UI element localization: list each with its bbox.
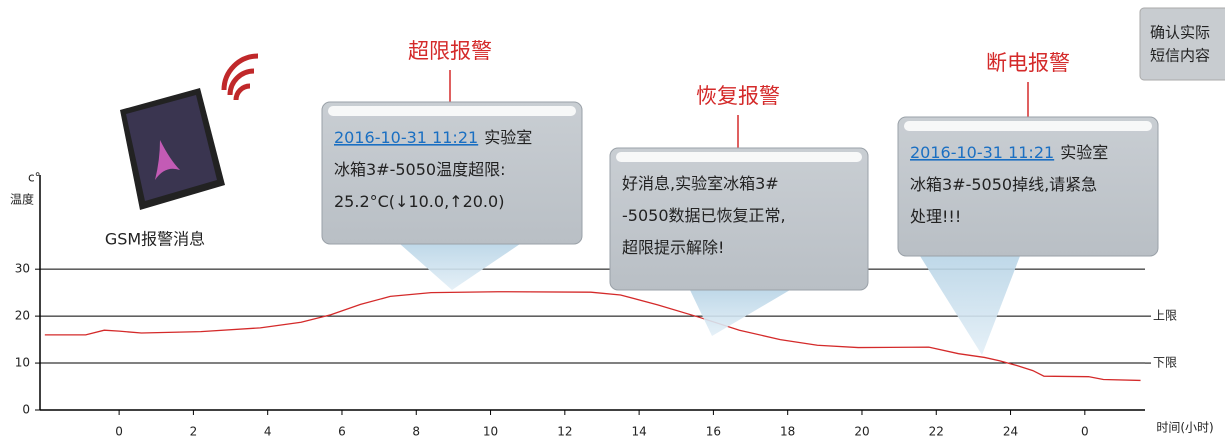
annotation-title: 恢复报警 [696, 84, 780, 108]
side-note: 确认实际 [1150, 24, 1210, 42]
annotation-line: 超限提示解除! [622, 238, 724, 257]
phone-label: GSM报警消息 [105, 230, 205, 249]
side-note-box [1140, 8, 1225, 80]
phone-icon [120, 56, 258, 210]
annotation-text: 好消息,实验室冰箱3# [622, 174, 779, 193]
annotation-text: 25.2°C(↓10.0,↑20.0) [334, 192, 504, 211]
annotation-line: 25.2°C(↓10.0,↑20.0) [334, 192, 504, 211]
annotation-line: 冰箱3#-5050温度超限: [334, 160, 505, 179]
callout-pointer [400, 244, 520, 290]
limit-label: 上限 [1153, 309, 1177, 323]
x-tick-label: 16 [706, 425, 721, 437]
y-unit: c° [28, 171, 41, 185]
annotation-line: 2016-10-31 11:21 实验室 [334, 128, 532, 147]
y-tick-label: 10 [15, 356, 30, 370]
annotation-line: 处理!!! [910, 207, 961, 226]
chart: GSM报警消息 c° 温度 时间(小时) 确认实际 短信内容 010203002… [0, 0, 1225, 436]
x-tick-label: 12 [557, 425, 572, 437]
annotation-line: 2016-10-31 11:21 实验室 [910, 143, 1108, 162]
x-axis-label: 时间(小时) [1156, 421, 1213, 435]
annotation-link: 2016-10-31 11:21 [910, 143, 1054, 162]
x-tick-label: 14 [631, 425, 646, 437]
limit-label: 下限 [1153, 356, 1177, 370]
annotation-text: -5050数据已恢复正常, [622, 206, 786, 225]
callout-highlight [904, 121, 1152, 131]
callout-pointer [920, 256, 1020, 355]
x-tick-label: 4 [264, 425, 272, 437]
x-tick-label: 10 [483, 425, 498, 437]
x-tick-label: 0 [1081, 425, 1089, 437]
annotation-text: 冰箱3#-5050掉线,请紧急 [910, 175, 1097, 194]
side-note: 短信内容 [1150, 47, 1210, 65]
x-tick-label: 24 [1003, 425, 1018, 437]
annotation-line: 冰箱3#-5050掉线,请紧急 [910, 175, 1097, 194]
x-tick-label: 0 [115, 425, 123, 437]
x-tick-label: 22 [929, 425, 944, 437]
callout-pointer [690, 290, 790, 336]
annotation-text: 冰箱3#-5050温度超限: [334, 160, 505, 179]
y-axis-label: 温度 [10, 192, 34, 207]
callout-highlight [616, 152, 862, 162]
callout-highlight [328, 106, 576, 116]
annotation-title: 超限报警 [408, 39, 492, 63]
y-tick-label: 0 [22, 403, 30, 417]
x-tick-label: 2 [190, 425, 198, 437]
annotation-text: 超限提示解除! [622, 238, 724, 257]
y-tick-label: 30 [15, 262, 30, 276]
x-tick-label: 6 [338, 425, 346, 437]
x-tick-label: 18 [780, 425, 795, 437]
annotation-text: 实验室 [1060, 143, 1108, 162]
y-tick-label: 20 [15, 309, 30, 323]
x-tick-label: 8 [412, 425, 420, 437]
annotation-line: 好消息,实验室冰箱3# [622, 174, 779, 193]
x-tick-label: 20 [854, 425, 869, 437]
annotation-text: 实验室 [484, 128, 532, 147]
annotation-text: 处理!!! [910, 207, 961, 226]
annotation-title: 断电报警 [986, 51, 1070, 75]
annotation-line: -5050数据已恢复正常, [622, 206, 786, 225]
annotation-link: 2016-10-31 11:21 [334, 128, 478, 147]
